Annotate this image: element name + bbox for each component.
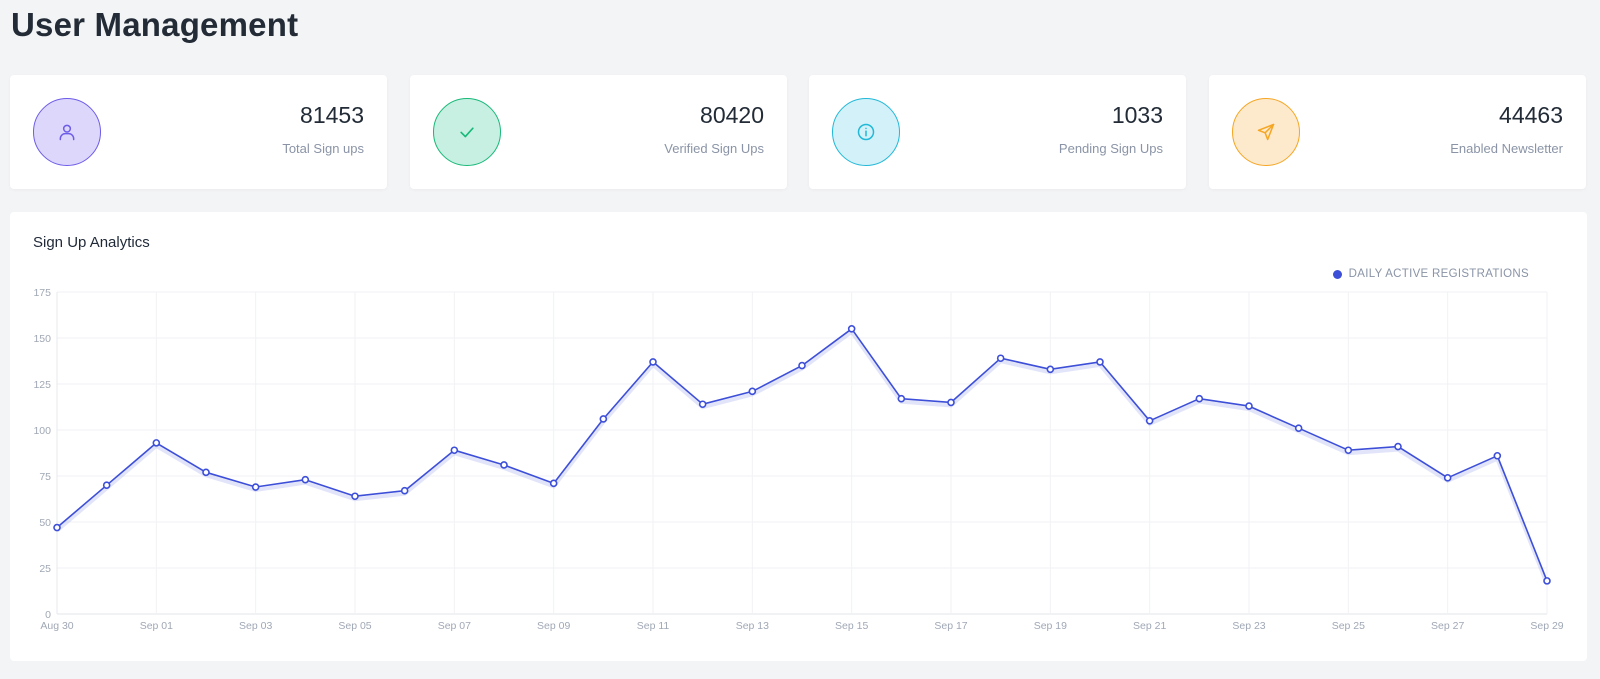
chart-title: Sign Up Analytics xyxy=(33,234,150,251)
info-icon xyxy=(832,98,900,166)
stat-value: 80420 xyxy=(700,102,764,128)
data-point xyxy=(500,461,508,469)
x-tick-label: Sep 11 xyxy=(637,620,670,632)
signup-analytics-card: Sign Up Analytics DAILY ACTIVE REGISTRAT… xyxy=(10,212,1587,661)
data-point xyxy=(1195,394,1204,403)
data-point xyxy=(351,492,359,501)
data-point xyxy=(698,400,707,409)
stat-card-newsletter: 44463 Enabled Newsletter xyxy=(1209,75,1586,189)
data-point xyxy=(599,415,608,423)
x-tick-label: Sep 07 xyxy=(438,620,471,632)
x-tick-label: Sep 29 xyxy=(1530,620,1563,632)
series-line-shadow xyxy=(55,328,1549,585)
x-tick-label: Aug 30 xyxy=(40,620,73,632)
user-icon xyxy=(33,98,101,166)
x-tick-label: Sep 19 xyxy=(1034,620,1067,632)
data-point xyxy=(53,523,61,532)
y-tick-label: 25 xyxy=(39,563,51,575)
data-point xyxy=(1344,446,1353,455)
stat-card-pending-signups: 1033 Pending Sign Ups xyxy=(809,75,1186,189)
legend-marker xyxy=(1332,269,1342,279)
stat-label: Pending Sign Ups xyxy=(1058,141,1163,156)
data-point xyxy=(1543,577,1551,585)
data-point xyxy=(1294,424,1303,432)
data-point xyxy=(748,387,757,396)
x-tick-label: Sep 25 xyxy=(1332,620,1365,632)
stat-card-total-signups: 81453 Total Sign ups xyxy=(10,75,387,189)
y-tick-label: 150 xyxy=(33,333,51,345)
y-tick-label: 100 xyxy=(33,425,51,437)
x-tick-label: Sep 23 xyxy=(1232,620,1265,632)
data-point xyxy=(798,361,806,370)
data-point xyxy=(1046,365,1055,374)
data-point xyxy=(1493,451,1502,460)
stat-value: 44463 xyxy=(1499,102,1563,128)
y-tick-label: 75 xyxy=(39,471,51,483)
data-point xyxy=(897,394,906,403)
x-tick-label: Sep 21 xyxy=(1133,620,1166,632)
stat-card-verified-signups: 80420 Verified Sign Ups xyxy=(410,75,787,189)
x-tick-label: Sep 03 xyxy=(239,620,272,632)
data-point xyxy=(102,481,111,490)
data-point xyxy=(1245,402,1253,410)
data-point xyxy=(996,354,1005,363)
stat-label: Total Sign ups xyxy=(282,141,364,156)
stat-label: Enabled Newsletter xyxy=(1450,141,1563,156)
x-tick-label: Sep 13 xyxy=(736,620,769,632)
data-point xyxy=(1394,442,1402,451)
stat-label: Verified Sign Ups xyxy=(664,141,764,156)
x-tick-label: Sep 17 xyxy=(934,620,967,632)
data-point xyxy=(1145,417,1154,425)
send-icon xyxy=(1232,98,1300,166)
y-tick-label: 125 xyxy=(33,379,51,391)
y-tick-label: 50 xyxy=(39,517,51,529)
y-tick-label: 175 xyxy=(33,287,51,299)
data-point xyxy=(152,439,161,447)
data-point xyxy=(847,325,856,333)
data-point xyxy=(251,483,260,491)
x-tick-label: Sep 27 xyxy=(1431,620,1464,632)
data-point xyxy=(549,479,558,488)
y-tick-label: 0 xyxy=(45,609,51,621)
page-title: User Management xyxy=(11,6,299,43)
line-chart: 0 25 50 75 100 125 150 175 Aug 30 Sep 01 Sep 03 Sep… xyxy=(33,287,1563,632)
stat-value: 1033 xyxy=(1111,102,1163,128)
data-point xyxy=(301,475,310,484)
data-point xyxy=(947,398,955,407)
data-point xyxy=(450,446,459,455)
data-point xyxy=(202,468,210,477)
x-tick-label: Sep 01 xyxy=(140,620,173,632)
x-tick-label: Sep 09 xyxy=(537,620,570,632)
data-point xyxy=(1443,474,1452,482)
stat-value: 81453 xyxy=(300,102,364,128)
x-tick-label: Sep 15 xyxy=(835,620,868,632)
data-point xyxy=(400,486,409,495)
data-point xyxy=(1096,358,1104,366)
data-point xyxy=(649,358,657,366)
x-tick-label: Sep 05 xyxy=(338,620,371,632)
chart-legend[interactable]: DAILY ACTIVE REGISTRATIONS xyxy=(1332,268,1529,280)
legend-label: DAILY ACTIVE REGISTRATIONS xyxy=(1348,268,1529,280)
check-icon xyxy=(433,98,501,166)
